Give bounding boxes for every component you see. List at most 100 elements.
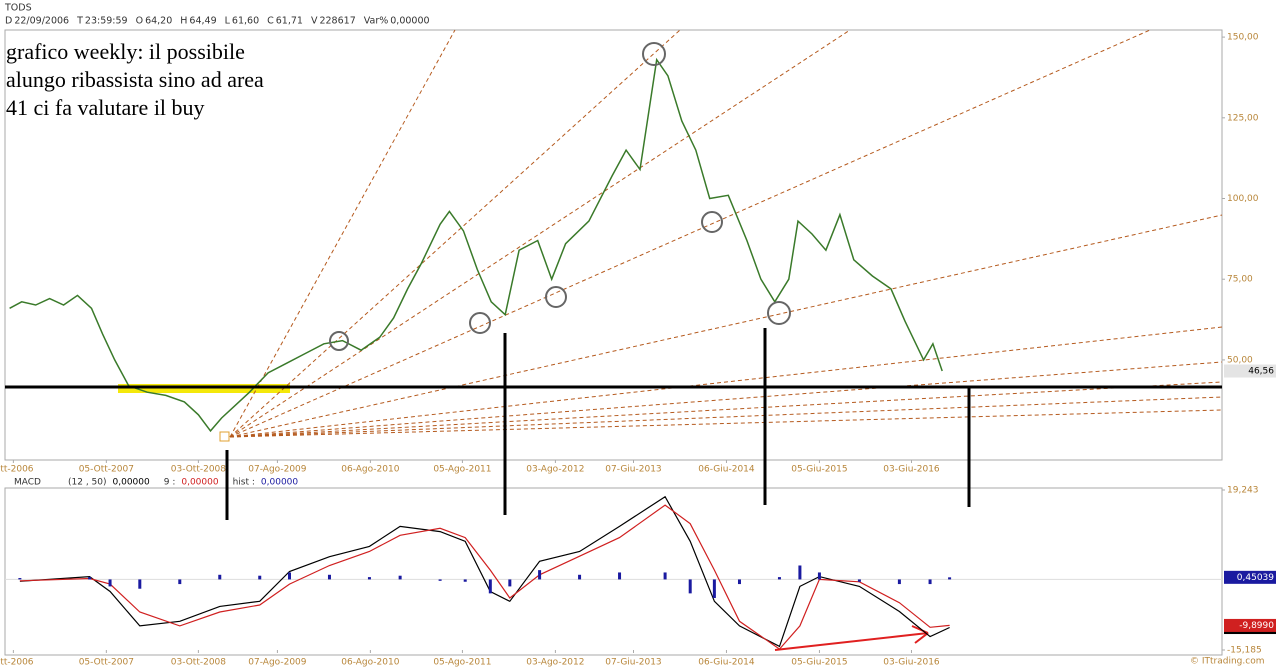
fan-line [229,29,456,438]
fan-line [229,29,681,438]
legend-value: 0,00000 [261,478,298,488]
legend-value: 0,00000 [181,478,218,488]
header-value: 64,49 [189,16,216,27]
hist-bar [463,579,467,582]
hist-bar [538,570,542,580]
annotation-line: 41 ci fa valutare il buy [6,95,205,120]
y-tick-label: 125,00 [1227,113,1259,123]
hist-bar [948,577,952,580]
header-label: D [5,16,12,27]
annotation-line: alungo ribassista sino ad area [6,67,264,92]
header-value: 23:59:59 [85,16,128,27]
divergence-arrow [774,632,929,651]
x-tick-label: 07-Ago-2009 [248,465,306,475]
x-tick-label: 07-Giu-2013 [605,658,661,668]
y-tick-label: 100,00 [1227,194,1259,204]
fan-line [229,361,1223,438]
hist-bar [287,572,291,580]
header-value: 228617 [319,16,355,27]
hist-bar [438,579,442,581]
hist-bar [18,578,22,580]
y-tick-label: 150,00 [1227,33,1259,43]
hist-bar [737,579,741,585]
price-line [9,57,943,433]
x-tick-label: 06-Ago-2010 [341,658,399,668]
x-tick-label: 06-Giu-2014 [698,658,755,668]
header-value: 0,00000 [390,16,429,27]
value-flag-box [1224,570,1276,584]
hist-bar [327,574,331,580]
fan-line [229,381,1223,438]
arrow-head [911,625,929,644]
x-tick-label: Ott-2006 [0,658,34,668]
pivot-circle [545,286,567,308]
hist-bar [367,577,371,580]
legend-name: (12 , 50) [68,478,107,488]
x-tick-label: 05-Giu-2015 [791,465,847,475]
header-label: Var% [364,16,389,27]
hist-bar [897,579,901,585]
fan-lines [229,29,1223,438]
hist-bar [857,579,861,582]
hist-bar [218,574,222,580]
pivot-circle [469,312,491,334]
hist-bar [817,572,821,580]
symbol: TODS [4,3,32,14]
hist-bar [108,579,112,587]
header-label: V [311,16,318,27]
header-label: O [136,16,143,27]
macd-panel [4,487,1223,656]
header-label: C [267,16,274,27]
annotation-line: grafico weekly: il possibile [6,39,245,64]
legend-name: hist : [233,478,255,488]
x-tick-label: 07-Giu-2013 [605,465,661,475]
fan-line [229,396,1223,438]
value-flag: -9,8990 [1239,621,1274,631]
macd-line [19,504,950,650]
pivot-circle [642,42,666,66]
x-tick-label: 05-Ago-2011 [433,658,491,668]
y-tick-label: 75,00 [1227,275,1253,285]
hist-bar [578,574,582,580]
hist-bar [798,565,802,580]
pivot-circle [329,331,349,351]
fan-line [229,409,1223,438]
x-tick-label: Ott-2006 [0,465,34,475]
hist-bar [777,577,781,580]
x-tick-label: 06-Giu-2014 [698,465,755,475]
header-fields: D 22/09/2006 T 23:59:59 O 64,20 H 64,49 L 61,60 C 6… [5,16,430,27]
header-label: L [225,16,231,27]
value-flag-box [1224,618,1276,632]
legend-name: 9 : [164,478,176,488]
header-label: H [180,16,187,27]
hist-bar [178,579,182,585]
x-tick-label: 05-Ott-2007 [79,465,134,475]
x-tick-label: 05-Ott-2007 [79,658,134,668]
hist-bar [398,575,402,580]
y-tick-label: -15,185 [1227,646,1262,656]
hist-bar [618,572,622,580]
macd-title: MACD [14,478,41,488]
pivot-circle [767,301,791,325]
x-tick-label: 03-Ott-2008 [171,658,227,668]
y-tick-label: 50,00 [1227,355,1253,365]
value-flag-box [1224,364,1276,378]
hist-bar [88,577,92,580]
x-tick-label: 03-Giu-2016 [883,658,940,668]
hist-bar [928,579,932,585]
fan-origin [219,431,230,442]
markup-lines [5,42,1222,651]
macd-line [19,495,950,648]
footer: © ITtrading.com [1190,657,1264,667]
y-tick-label: 19,243 [1227,486,1259,496]
hist-bar [508,579,512,587]
x-tick-label: 03-Giu-2016 [883,465,940,475]
header-value: 61,71 [276,16,303,27]
value-flag: 46,56 [1248,367,1274,377]
fan-line [229,326,1223,438]
value-flag: 0,45039 [1237,573,1274,583]
fan-line [229,214,1223,438]
header-value: 22/09/2006 [14,16,69,27]
